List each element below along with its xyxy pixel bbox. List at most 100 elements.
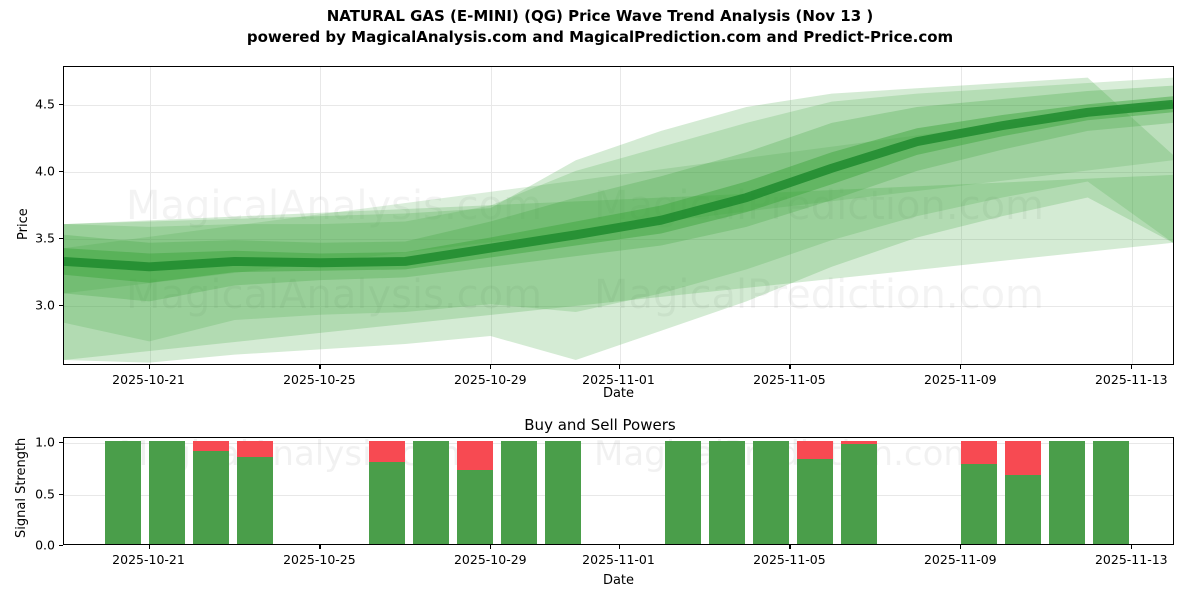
price-xtick-label-0: 2025-10-21 <box>112 372 185 387</box>
price-chart-plot-area: MagicalAnalysis.comMagicalPrediction.com… <box>63 66 1174 365</box>
signal-bar-buy-segment <box>841 444 877 544</box>
signal-bar-sell-segment <box>457 441 493 470</box>
signal-bar[interactable] <box>841 441 877 544</box>
price-center-trend-line <box>64 99 1173 272</box>
signal-bar-buy-segment <box>413 441 449 544</box>
signal-xtick-mark-4 <box>789 545 791 549</box>
signal-bar[interactable] <box>369 441 405 544</box>
signal-bar-sell-segment <box>369 441 405 462</box>
wave-band-band-1-upper <box>64 96 1173 283</box>
signal-bar[interactable] <box>1005 441 1041 544</box>
signal-gridline-h-1 <box>64 494 1173 496</box>
signal-bar-sell-segment <box>841 441 877 445</box>
signal-xtick-mark-0 <box>148 545 150 549</box>
signal-bar[interactable] <box>961 441 997 544</box>
signal-ytick-label-2: 1.0 <box>35 434 55 450</box>
price-xtick-mark-2 <box>490 365 492 369</box>
price-xtick-label-3: 2025-11-01 <box>582 372 655 387</box>
price-xtick-mark-4 <box>789 365 791 369</box>
signal-bar-buy-segment <box>797 458 833 544</box>
signal-xtick-mark-5 <box>960 545 962 549</box>
signal-gridline-h-2 <box>64 443 1173 445</box>
price-gridline-v-2 <box>491 67 493 364</box>
wave-band-band-2-upper <box>64 85 1173 302</box>
signal-chart-plot-area: MagicalAnalysis.comMagicalPrediction.com <box>63 437 1174 545</box>
signal-xtick-mark-2 <box>490 545 492 549</box>
signal-chart-title: Buy and Sell Powers <box>524 416 676 434</box>
signal-bar[interactable] <box>709 441 745 544</box>
wave-slab <box>64 174 1173 361</box>
signal-bar-sell-segment <box>797 441 833 459</box>
price-xtick-mark-6 <box>1131 365 1133 369</box>
signal-bar[interactable] <box>237 441 273 544</box>
signal-bar[interactable] <box>105 441 141 544</box>
signal-ytick-mark-0 <box>59 545 63 547</box>
price-ytick-label-2: 4.0 <box>35 163 55 179</box>
signal-bar-buy-segment <box>545 441 581 544</box>
price-xtick-label-2: 2025-10-29 <box>453 372 527 387</box>
price-gridline-v-4 <box>790 67 792 364</box>
price-gridline-h-1 <box>64 238 1173 240</box>
signal-bar[interactable] <box>193 441 229 544</box>
signal-bar-buy-segment <box>457 469 493 544</box>
price-gridline-v-1 <box>320 67 322 364</box>
price-wave-bands <box>64 77 1173 363</box>
signal-ytick-mark-1 <box>59 493 63 495</box>
signal-bar-buy-segment <box>105 441 141 544</box>
signal-bar[interactable] <box>149 441 185 544</box>
signal-xtick-label-2: 2025-10-29 <box>453 552 527 567</box>
signal-bar-buy-segment <box>961 463 997 544</box>
price-yaxis-title: Price <box>16 208 31 240</box>
signal-bar-buy-segment <box>753 441 789 544</box>
signal-bar[interactable] <box>457 441 493 544</box>
price-ytick-label-0: 3.0 <box>35 297 55 313</box>
signal-bar-buy-segment <box>501 441 537 544</box>
signal-bar[interactable] <box>665 441 701 544</box>
signal-xtick-mark-1 <box>319 545 321 549</box>
signal-bar-buy-segment <box>237 456 273 544</box>
signal-bar-buy-segment <box>369 461 405 544</box>
price-gridline-h-0 <box>64 305 1173 307</box>
signal-xtick-label-3: 2025-11-01 <box>582 552 655 567</box>
price-gridline-h-3 <box>64 104 1173 106</box>
signal-bar-sell-segment <box>1005 441 1041 476</box>
signal-ytick-label-0: 0.0 <box>35 537 55 553</box>
signal-xtick-label-0: 2025-10-21 <box>112 552 185 567</box>
price-ytick-label-1: 3.5 <box>35 230 55 246</box>
price-xtick-mark-1 <box>319 365 321 369</box>
signal-bar-buy-segment <box>665 441 701 544</box>
page-title: NATURAL GAS (E-MINI) (QG) Price Wave Tre… <box>0 6 1200 48</box>
price-ytick-mark-1 <box>59 237 63 239</box>
price-gridline-v-6 <box>1132 67 1134 364</box>
price-ytick-label-3: 4.5 <box>35 96 55 111</box>
price-gridline-h-2 <box>64 171 1173 173</box>
signal-xtick-mark-6 <box>1131 545 1133 549</box>
signal-bar-sell-segment <box>237 441 273 457</box>
signal-bar[interactable] <box>501 441 537 544</box>
price-xtick-label-1: 2025-10-25 <box>283 372 356 387</box>
price-xtick-mark-0 <box>148 365 150 369</box>
price-xtick-label-4: 2025-11-05 <box>753 372 826 387</box>
price-xtick-label-5: 2025-11-09 <box>923 372 997 387</box>
signal-bar-buy-segment <box>193 451 229 544</box>
signal-bar[interactable] <box>413 441 449 544</box>
price-xtick-mark-5 <box>960 365 962 369</box>
signal-xtick-label-5: 2025-11-09 <box>923 552 997 567</box>
signal-bar[interactable] <box>753 441 789 544</box>
price-ytick-mark-3 <box>59 103 63 105</box>
signal-bar-buy-segment <box>1093 441 1129 544</box>
signal-ytick-label-1: 0.5 <box>35 486 55 502</box>
signal-bar-buy-segment <box>149 441 185 544</box>
signal-bar[interactable] <box>797 441 833 544</box>
signal-bar-buy-segment <box>709 441 745 544</box>
signal-bar[interactable] <box>1093 441 1129 544</box>
price-gridline-v-0 <box>149 67 151 364</box>
signal-bar-buy-segment <box>1005 475 1041 544</box>
signal-xtick-label-6: 2025-11-13 <box>1094 552 1168 567</box>
price-xaxis-title: Date <box>602 386 635 401</box>
price-xtick-label-6: 2025-11-13 <box>1094 372 1168 387</box>
signal-bar[interactable] <box>1049 441 1085 544</box>
signal-bar-sell-segment <box>193 441 229 452</box>
signal-bar[interactable] <box>545 441 581 544</box>
